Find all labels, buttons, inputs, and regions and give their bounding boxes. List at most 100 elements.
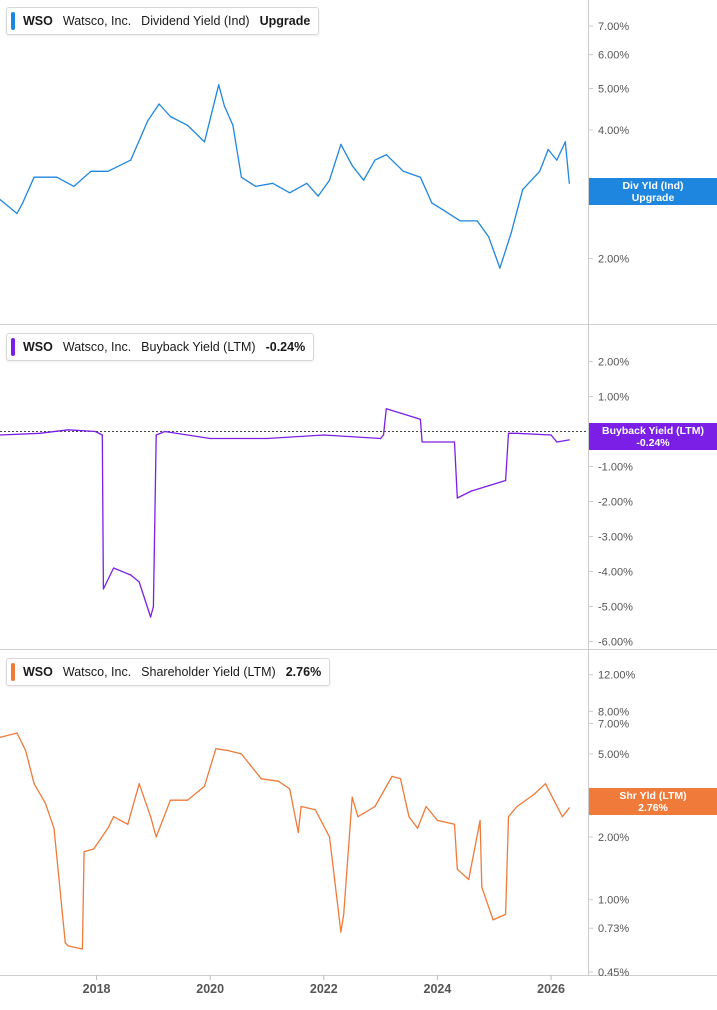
- dividend-data-point: [203, 141, 206, 143]
- shareholder-y-tick-label: 0.45%: [598, 967, 629, 979]
- buyback-data-point: [164, 430, 166, 433]
- dividend-data-point: [488, 236, 490, 238]
- shareholder-data-point: [391, 775, 393, 778]
- shareholder-data-point: [505, 913, 507, 916]
- dividend-data-point: [306, 182, 308, 184]
- dividend-legend-company: Watsco, Inc.: [62, 14, 132, 28]
- shareholder-data-point: [53, 827, 55, 829]
- dividend-y-tick-label: 4.00%: [598, 125, 629, 137]
- buyback-y-tick-label: 1.00%: [598, 392, 629, 404]
- shareholder-data-point: [436, 819, 438, 822]
- dividend-data-point: [539, 170, 541, 172]
- x-tick-label: 2024: [424, 982, 452, 996]
- buyback-data-point: [0, 434, 1, 436]
- dividend-data-point: [556, 159, 558, 161]
- shareholder-data-point: [492, 919, 494, 921]
- shareholder-y-tick-label: 5.00%: [598, 749, 629, 761]
- dividend-data-point: [33, 176, 35, 178]
- shareholder-legend-company: Watsco, Inc.: [62, 665, 132, 679]
- shareholder-data-point: [544, 783, 547, 785]
- shareholder-data-point: [289, 788, 291, 790]
- dividend-data-point: [568, 182, 570, 184]
- buyback-data-point: [550, 434, 552, 436]
- buyback-series-line: [0, 408, 570, 618]
- shareholder-data-point: [516, 805, 518, 808]
- shareholder-data-point: [533, 793, 535, 796]
- dividend-legend-accent: [11, 12, 15, 30]
- buyback-legend-accent: [11, 338, 15, 356]
- buyback-y-tick-label: -6.00%: [598, 637, 633, 649]
- dividend-data-point: [351, 165, 353, 167]
- dividend-data-point: [218, 84, 220, 86]
- dividend-data-point: [16, 212, 18, 215]
- shareholder-data-point: [481, 886, 483, 888]
- dividend-value-tag-value: Upgrade: [632, 192, 675, 204]
- dividend-data-point: [0, 198, 1, 201]
- buyback-data-point: [556, 441, 558, 443]
- shareholder-data-point: [277, 780, 279, 782]
- buyback-legend[interactable]: WSO Watsco, Inc. Buyback Yield (LTM) -0.…: [6, 333, 315, 361]
- shareholder-data-point: [0, 736, 1, 738]
- dividend-legend[interactable]: WSO Watsco, Inc. Dividend Yield (Ind) Up…: [6, 7, 320, 35]
- buyback-y-tick-label: -4.00%: [598, 567, 633, 579]
- buyback-data-point: [155, 434, 157, 436]
- dividend-legend-metric: Dividend Yield (Ind): [141, 14, 250, 28]
- shareholder-data-point: [260, 778, 262, 780]
- dividend-legend-value[interactable]: Upgrade: [259, 14, 311, 28]
- buyback-data-point: [138, 581, 140, 583]
- dividend-data-point: [510, 232, 512, 234]
- dividend-data-point: [374, 159, 376, 161]
- shareholder-data-point: [138, 783, 140, 785]
- shareholder-y-tick-label: 7.00%: [598, 718, 629, 730]
- dividend-data-point: [107, 170, 109, 172]
- dividend-data-point: [39, 176, 41, 178]
- shareholder-data-point: [25, 749, 27, 752]
- buyback-value-tag-label: Buyback Yield (LTM): [602, 425, 704, 437]
- shareholder-data-point: [351, 796, 353, 798]
- shareholder-data-point: [44, 802, 47, 804]
- shareholder-data-point: [425, 805, 427, 808]
- shareholder-data-point: [456, 868, 458, 870]
- shareholder-data-point: [127, 823, 129, 825]
- shareholder-y-tick-label: 2.00%: [598, 832, 629, 844]
- dividend-data-point: [73, 185, 75, 187]
- shareholder-data-point: [113, 816, 115, 818]
- shareholder-legend-accent: [11, 663, 15, 681]
- buyback-data-point: [456, 497, 458, 499]
- buyback-data-point: [380, 437, 382, 440]
- buyback-data-point: [505, 479, 507, 482]
- shareholder-data-point: [453, 823, 456, 825]
- shareholder-legend[interactable]: WSO Watsco, Inc. Shareholder Yield (LTM)…: [6, 658, 331, 686]
- shareholder-data-point: [64, 942, 66, 944]
- shareholder-data-point: [300, 805, 302, 808]
- shareholder-data-point: [215, 748, 217, 750]
- dividend-data-point: [340, 143, 342, 145]
- buyback-data-point: [470, 490, 473, 492]
- shareholder-data-point: [67, 945, 69, 947]
- shareholder-data-point: [203, 785, 206, 787]
- dividend-y-tick-label: 6.00%: [598, 50, 629, 62]
- dividend-data-point: [328, 179, 331, 181]
- dividend-data-point: [442, 209, 444, 211]
- dividend-data-point: [186, 124, 189, 126]
- shareholder-data-point: [240, 753, 242, 755]
- shareholder-data-point: [186, 799, 189, 801]
- shareholder-data-point: [340, 931, 342, 933]
- buyback-value-tag-value: -0.24%: [636, 437, 670, 449]
- buyback-data-point: [382, 434, 385, 436]
- shareholder-value-tag-label: Shr Yld (LTM): [619, 790, 686, 802]
- buyback-data-point: [385, 408, 387, 410]
- buyback-legend-ticker: WSO: [23, 340, 53, 354]
- dividend-data-point: [169, 115, 171, 118]
- buyback-data-point: [209, 437, 211, 440]
- shareholder-data-point: [399, 778, 402, 780]
- dividend-data-point: [22, 202, 24, 204]
- shareholder-data-point: [408, 816, 410, 818]
- buyback-data-point: [150, 616, 152, 618]
- shareholder-legend-metric: Shareholder Yield (LTM): [141, 665, 276, 679]
- buyback-data-point: [323, 434, 325, 436]
- buyback-data-point: [130, 574, 132, 576]
- dividend-data-point: [476, 220, 478, 222]
- dividend-value-tag: [589, 178, 717, 205]
- shareholder-legend-value: 2.76%: [285, 665, 322, 679]
